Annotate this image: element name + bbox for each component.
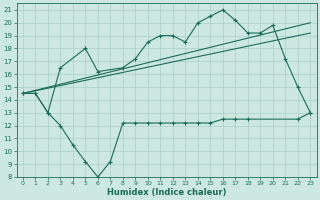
X-axis label: Humidex (Indice chaleur): Humidex (Indice chaleur) bbox=[107, 188, 226, 197]
